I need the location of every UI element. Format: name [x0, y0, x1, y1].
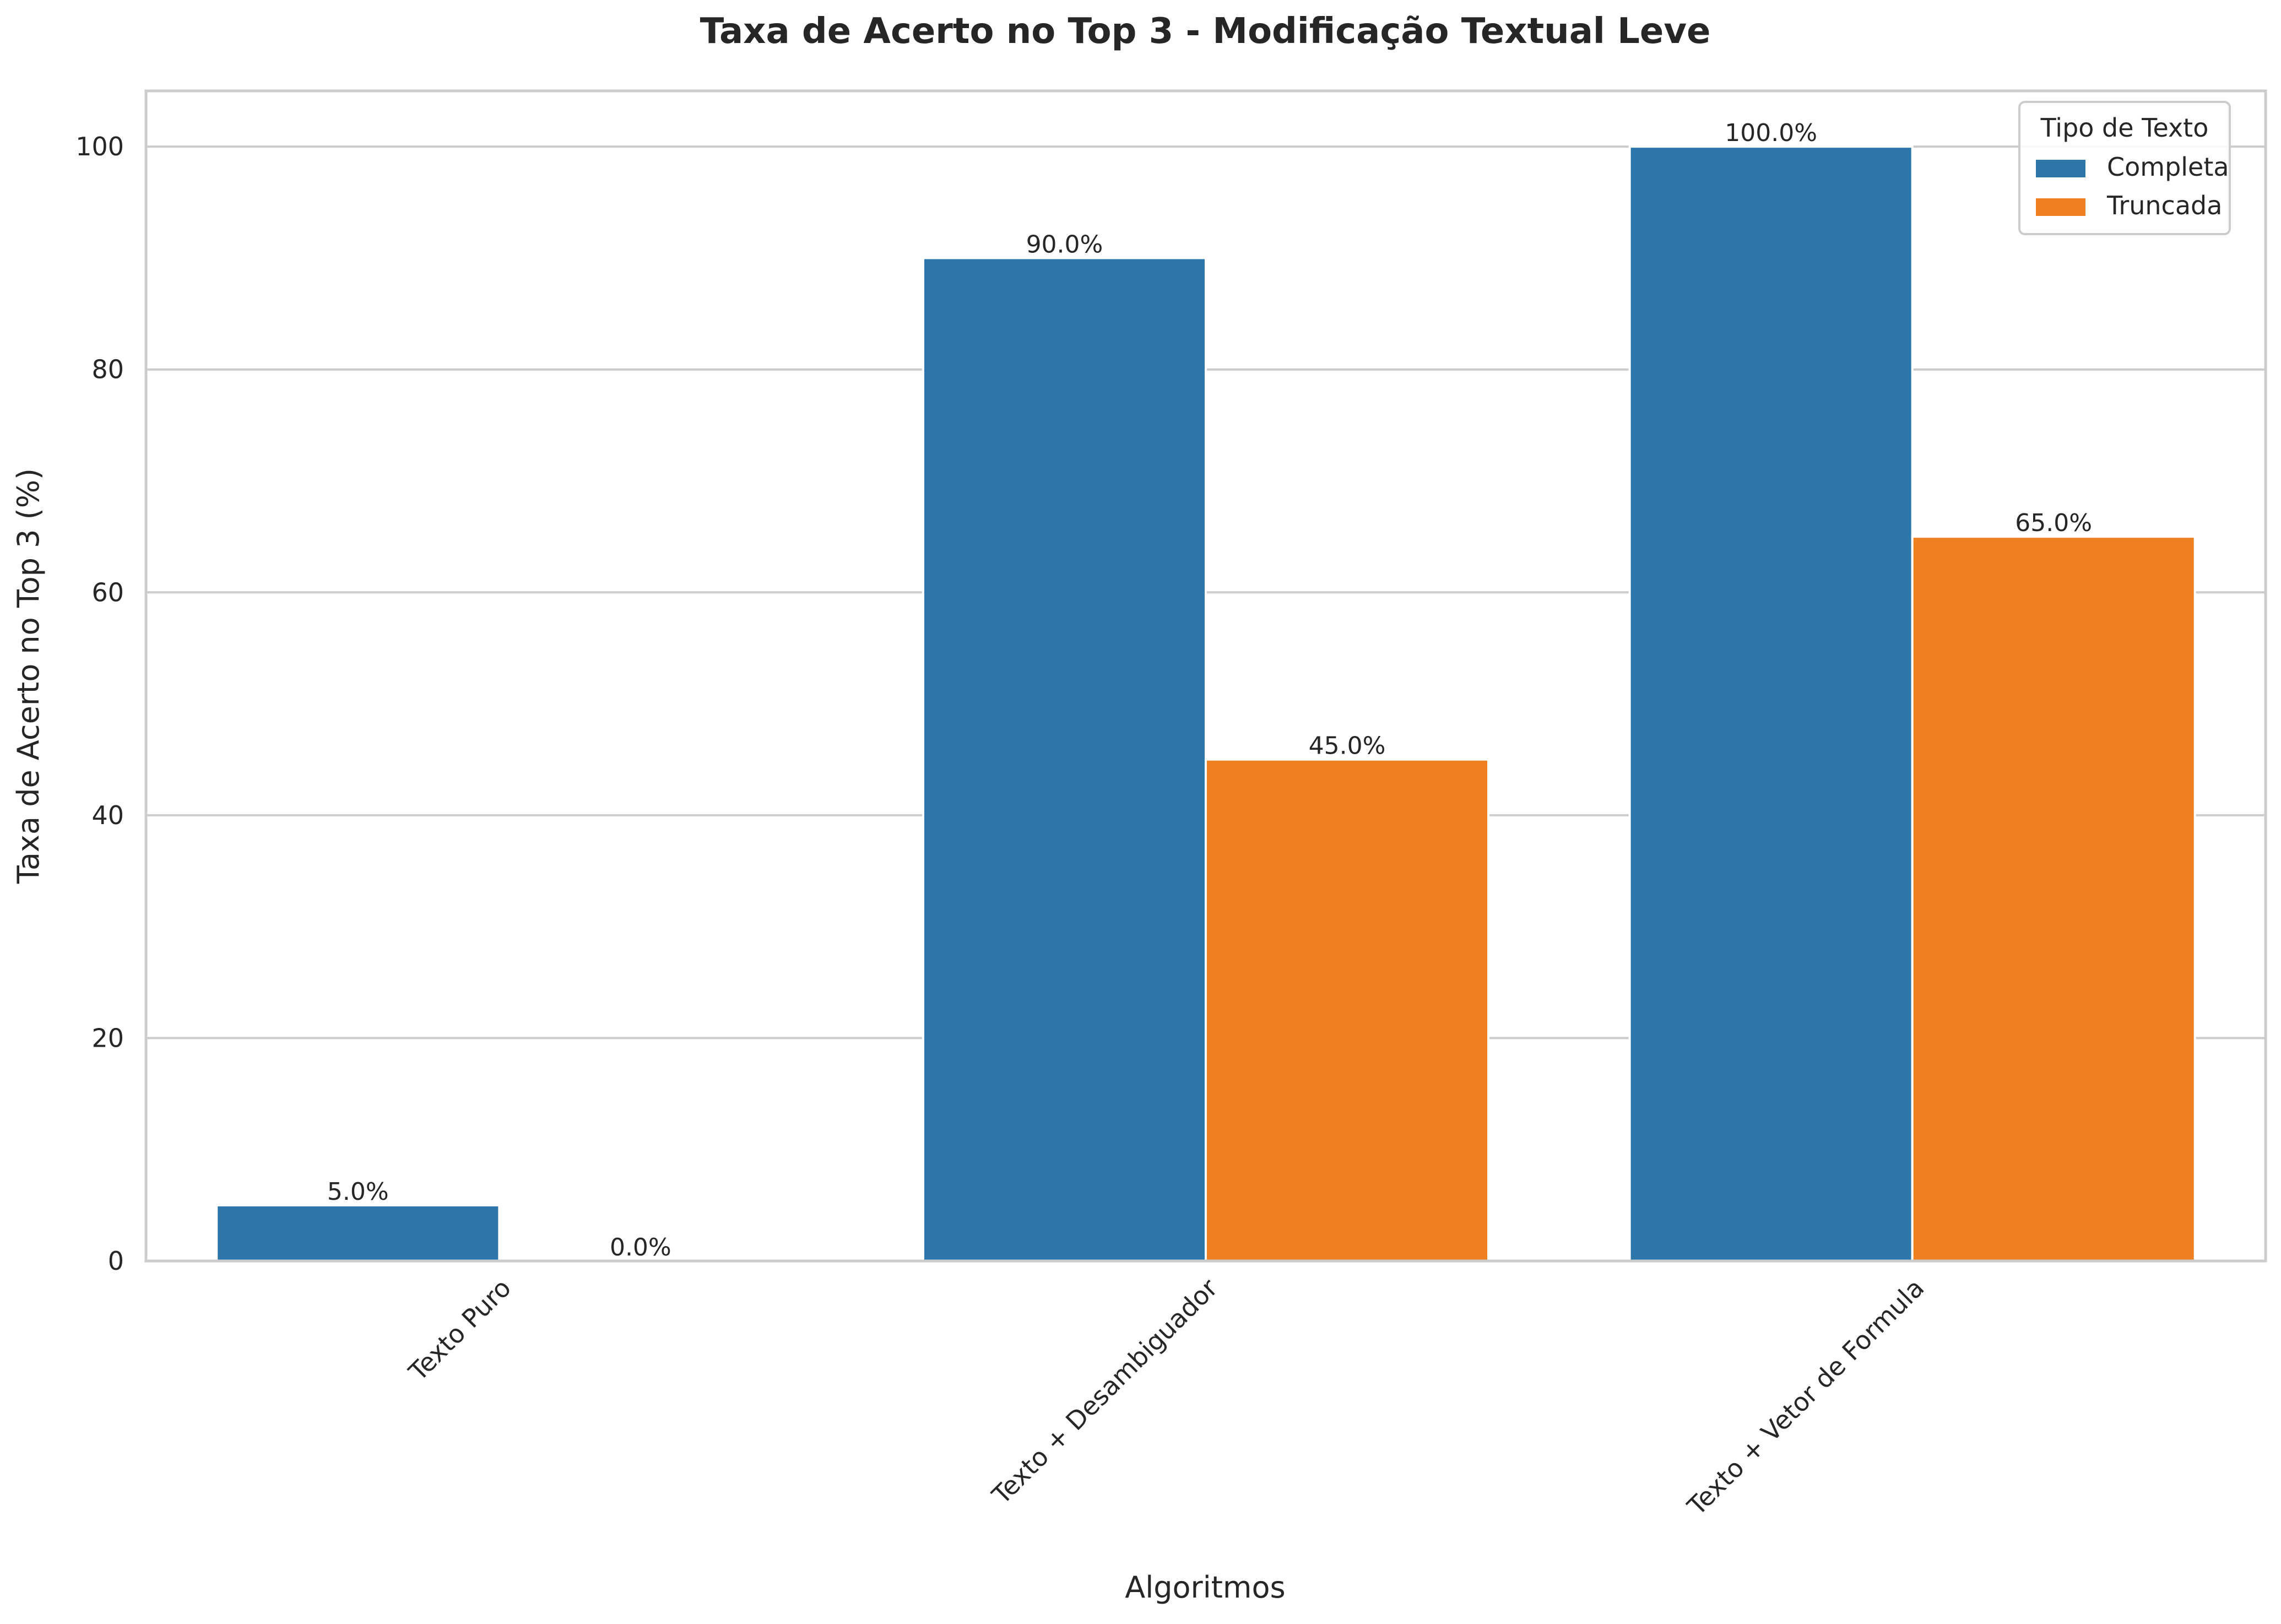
legend: Tipo de Texto Completa Truncada	[2018, 101, 2231, 235]
y-tick-label-100: 100	[75, 132, 124, 161]
data-labels: 5.0% 0.0% 90.0% 45.0% 100.0% 65.0%	[327, 119, 2092, 1262]
data-label-truncada-texto-puro: 0.0%	[610, 1233, 671, 1262]
plot-frame	[144, 89, 2267, 1263]
chart-title: Taxa de Acerto no Top 3 - Modificação Te…	[700, 11, 1711, 52]
legend-label-truncada: Truncada	[2106, 191, 2222, 220]
y-tick-label-80: 80	[91, 355, 124, 385]
bar-completa-texto-vetor-de-formula	[1628, 145, 1914, 1263]
bar-truncada-texto-desambiguador	[1205, 758, 1490, 1262]
data-label-completa-texto-desambiguador: 90.0%	[1026, 230, 1103, 258]
data-label-completa-texto-puro: 5.0%	[327, 1178, 389, 1206]
legend-swatch-truncada	[2036, 198, 2085, 216]
x-axis-label: Algoritmos	[1125, 1570, 1285, 1605]
legend-title: Tipo de Texto	[2040, 113, 2209, 143]
legend-label-completa: Completa	[2107, 152, 2229, 182]
legend-items: Completa Truncada	[2036, 152, 2229, 220]
bar-completa-texto-desambiguador	[922, 257, 1207, 1262]
legend-swatch-completa	[2036, 160, 2085, 177]
y-axis-ticks: 0 20 40 60 80 100	[75, 132, 124, 1276]
data-label-completa-texto-vetor-de-formula: 100.0%	[1725, 119, 1817, 147]
data-label-truncada-texto-vetor-de-formula: 65.0%	[2015, 509, 2092, 537]
y-tick-label-40: 40	[91, 800, 124, 830]
y-tick-label-60: 60	[91, 577, 124, 607]
data-label-truncada-texto-desambiguador: 45.0%	[1309, 732, 1386, 760]
bar-completa-texto-puro	[215, 1204, 501, 1263]
y-axis-label: Taxa de Acerto no Top 3 (%)	[11, 468, 46, 884]
y-tick-label-20: 20	[91, 1023, 124, 1053]
y-tick-label-0: 0	[108, 1246, 124, 1276]
bar-truncada-texto-vetor-de-formula	[1911, 535, 2196, 1263]
bars	[215, 145, 2196, 1263]
